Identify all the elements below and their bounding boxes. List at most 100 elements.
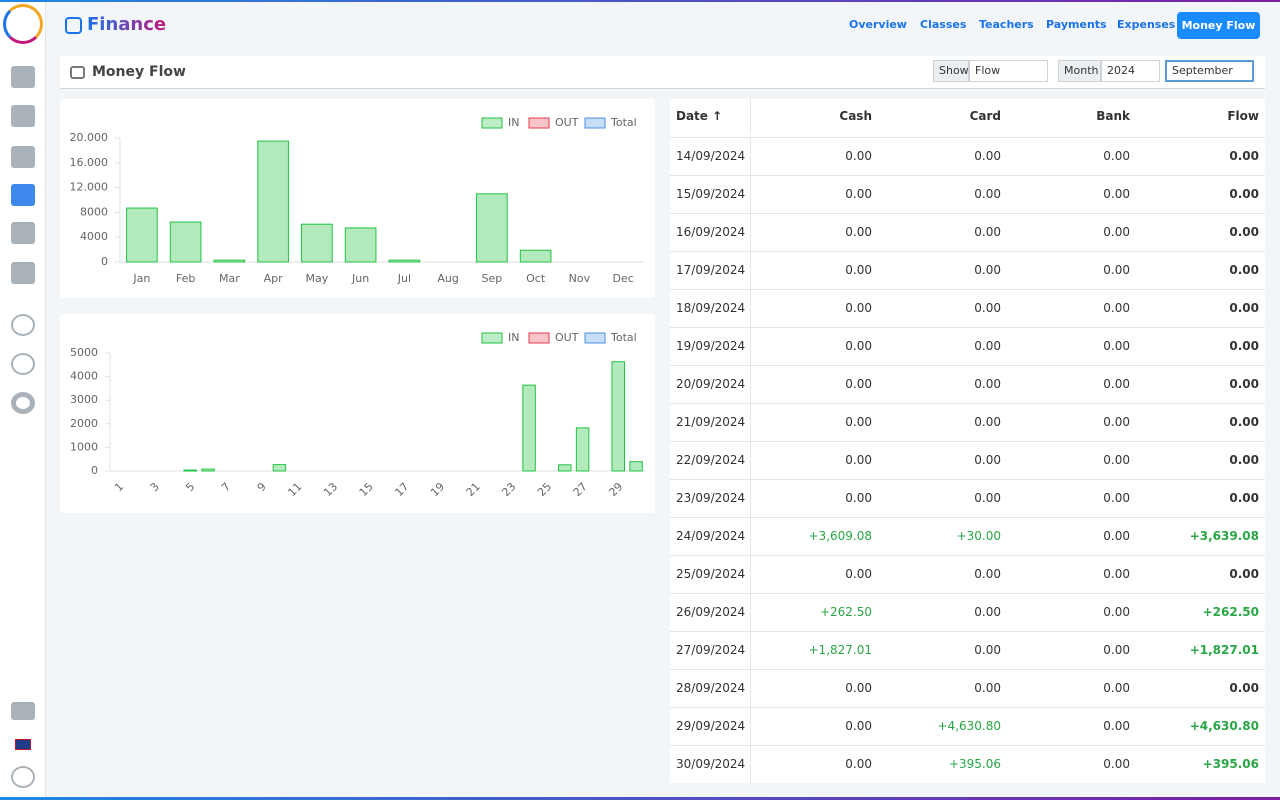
table-cell: 0.00 (878, 402, 1007, 441)
table-cell: 16/09/2024 (670, 212, 751, 251)
y-tick-label: 0 (101, 255, 108, 268)
table-cell: 0.00 (1136, 364, 1265, 403)
x-tick-label: 19 (428, 480, 447, 499)
table-cell: 0.00 (750, 326, 878, 365)
nav-link[interactable]: Teachers (979, 18, 1034, 31)
column-header: Card (969, 109, 1001, 123)
table-cell: 0.00 (1007, 630, 1136, 669)
x-tick-label: 7 (219, 480, 233, 494)
table-cell: 0.00 (1007, 364, 1136, 403)
announce-icon[interactable] (11, 222, 35, 244)
legend-swatch (584, 332, 606, 344)
year-select[interactable]: 2024 (1101, 60, 1160, 82)
x-tick-label: Nov (569, 272, 591, 285)
table-row: 25/09/2024 0.00 0.00 0.00 0.00 (670, 554, 1265, 593)
panel-title: Money Flow (92, 64, 186, 80)
x-tick-label: 9 (255, 480, 269, 494)
classes-icon[interactable] (11, 146, 35, 168)
month-select[interactable]: September (1165, 60, 1254, 82)
logo[interactable] (3, 4, 43, 44)
table-cell: 0.00 (1007, 744, 1136, 783)
x-tick-label: 13 (321, 480, 340, 499)
spacer-cell (670, 133, 1265, 137)
bar (169, 221, 202, 263)
add-icon[interactable] (11, 353, 35, 375)
search-icon[interactable] (11, 314, 35, 336)
x-tick-label: Apr (264, 272, 284, 285)
profile-icon[interactable] (11, 766, 35, 788)
legend-label: OUT (555, 331, 579, 344)
table-cell: 0.00 (878, 136, 1007, 175)
table-cell: 0.00 (750, 706, 878, 745)
nav-link[interactable]: Classes (920, 18, 967, 31)
x-tick-label: 11 (285, 480, 304, 499)
table-cell: 26/09/2024 (670, 592, 751, 631)
table-cell: 0.00 (750, 250, 878, 289)
stats-icon[interactable] (11, 262, 35, 284)
nav-link[interactable]: Expenses (1117, 18, 1176, 31)
month-label: Month (1058, 60, 1101, 82)
nav-link[interactable]: Overview (849, 18, 907, 31)
table-cell: 22/09/2024 (670, 440, 751, 479)
table-row: 19/09/2024 0.00 0.00 0.00 0.00 (670, 326, 1265, 365)
sort-arrow: ↑ (707, 109, 723, 123)
table-cell: 0.00 (1136, 402, 1265, 441)
help-icon[interactable] (11, 392, 35, 414)
table-cell: +262.50 (750, 592, 878, 631)
nav-link-active[interactable]: Money Flow (1177, 12, 1260, 39)
table-cell: 0.00 (878, 364, 1007, 403)
table-cell: 18/09/2024 (670, 288, 751, 327)
table-cell: 0.00 (1007, 668, 1136, 707)
table-cell: 14/09/2024 (670, 136, 751, 175)
settings-icon[interactable] (11, 702, 35, 720)
x-tick-label: May (306, 272, 329, 285)
table-cell: 0.00 (750, 402, 878, 441)
page-title: Finance (87, 14, 167, 35)
table-cell: 0.00 (1136, 212, 1265, 251)
x-tick-label: 1 (112, 480, 126, 494)
dashboard-icon[interactable] (11, 66, 35, 88)
bar (272, 464, 287, 472)
y-tick-label: 2000 (70, 417, 98, 430)
finance-icon[interactable] (11, 184, 35, 206)
table-cell: 20/09/2024 (670, 364, 751, 403)
table-cell: 0.00 (1136, 250, 1265, 289)
table-cell: +395.06 (1136, 744, 1265, 783)
x-tick-label: Jul (397, 272, 411, 285)
x-tick-label: 27 (571, 480, 590, 499)
table-cell: 0.00 (1007, 250, 1136, 289)
column-header[interactable]: Date ↑ (670, 99, 751, 133)
show-label: Show (933, 60, 969, 82)
bar (522, 384, 536, 472)
table-cell: 0.00 (1136, 554, 1265, 593)
y-tick-label: 3000 (70, 393, 98, 406)
top-accent (0, 0, 1280, 2)
table-cell: +4,630.80 (878, 706, 1007, 745)
legend-label: OUT (555, 116, 579, 129)
nav-link[interactable]: Payments (1046, 18, 1107, 31)
table-cell: 0.00 (1136, 440, 1265, 479)
table-row: 22/09/2024 0.00 0.00 0.00 0.00 (670, 440, 1265, 479)
column-header: Cash (839, 109, 872, 123)
x-tick-label: Jan (132, 272, 150, 285)
sidebar (0, 2, 46, 797)
table-cell: 0.00 (750, 212, 878, 251)
x-tick-label: Dec (612, 272, 633, 285)
table-cell: 30/09/2024 (670, 744, 751, 783)
table-cell: 15/09/2024 (670, 174, 751, 213)
show-select[interactable]: Flow (969, 60, 1048, 82)
bar (476, 193, 508, 263)
table-cell: 0.00 (1136, 668, 1265, 707)
y-tick-label: 16.000 (70, 156, 109, 169)
flow-table: Date ↑ Cash Card Bank Flow 14/09/2024 0.00 0.0… (670, 99, 1265, 783)
table-cell: 0.00 (750, 136, 878, 175)
flag-icon[interactable] (15, 739, 31, 750)
column-header: Bank (1096, 109, 1130, 123)
table-cell: +3,609.08 (750, 516, 878, 555)
table-cell: 0.00 (750, 288, 878, 327)
users-icon[interactable] (11, 105, 35, 127)
table-row: 30/09/2024 0.00 +395.06 0.00 +395.06 (670, 744, 1265, 783)
table-cell: 0.00 (1136, 478, 1265, 517)
table-cell: +1,827.01 (1136, 630, 1265, 669)
table-cell: 0.00 (1007, 554, 1136, 593)
